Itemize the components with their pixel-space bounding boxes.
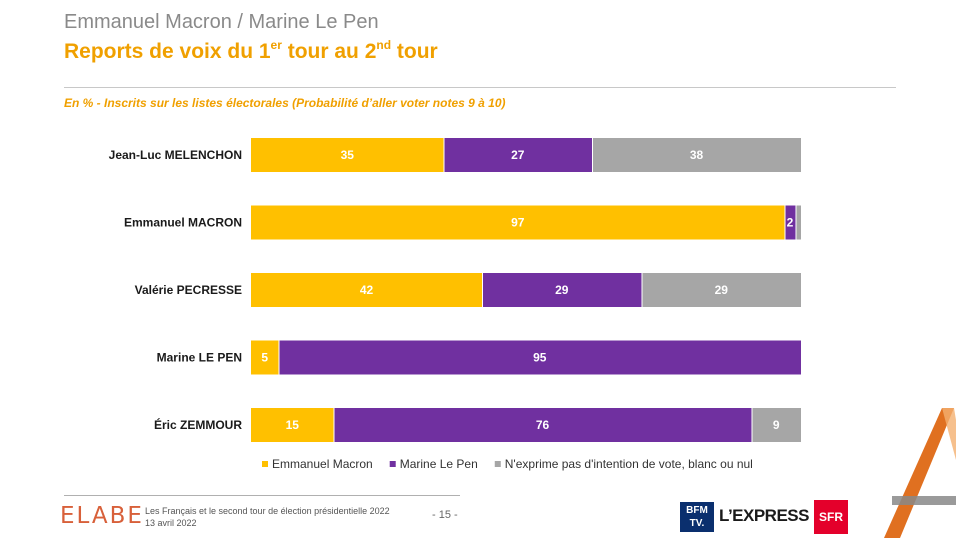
bar-jean-luc-melenchon-emmanuel-macron	[251, 138, 444, 172]
bar-eric-zemmour-marine-le-pen	[334, 408, 752, 442]
legend-swatch-n-exprime-pas-d-intention-de-vote-blanc-ou-nul	[494, 461, 501, 467]
title-superscript-1: er	[270, 38, 282, 52]
category-label-valerie-pecresse: Valérie PECRESSE	[135, 283, 242, 297]
page-title: Reports de voix du 1er tour au 2nd tour	[64, 38, 438, 64]
data-label-jean-luc-melenchon-marine-le-pen: 27	[511, 148, 525, 162]
data-label-eric-zemmour-emmanuel-macron: 15	[286, 418, 300, 432]
bar-emmanuel-macron-emmanuel-macron	[251, 205, 785, 240]
chart-subtitle: En % - Inscrits sur les listes électoral…	[64, 96, 506, 110]
category-label-emmanuel-macron: Emmanuel MACRON	[124, 216, 242, 230]
data-label-eric-zemmour-marine-le-pen: 76	[536, 418, 550, 432]
corner-mark-stroke-right	[942, 408, 956, 460]
footer-caption: Les Français et le second tour de électi…	[145, 505, 390, 529]
data-label-valerie-pecresse-n-exprime-pas-d-intention-de-vote-blanc-ou-nul: 29	[715, 283, 729, 297]
footer-divider	[64, 495, 460, 496]
bar-eric-zemmour-n-exprime-pas-d-intention-de-vote-blanc-ou-nul	[752, 408, 801, 442]
bfmtv-logo-top: BFM	[686, 505, 708, 516]
legend-swatch-marine-le-pen	[389, 461, 396, 467]
corner-mark-stroke-left	[884, 408, 954, 538]
title-superscript-2: nd	[376, 38, 392, 52]
legend-label-marine-le-pen: Marine Le Pen	[400, 457, 478, 471]
bar-valerie-pecresse-emmanuel-macron	[251, 273, 482, 307]
bar-emmanuel-macron-n-exprime-pas-d-intention-de-vote-blanc-ou-nul	[796, 205, 801, 240]
data-label-jean-luc-melenchon-n-exprime-pas-d-intention-de-vote-blanc-ou-nul: 38	[690, 148, 704, 162]
bar-valerie-pecresse-marine-le-pen	[483, 273, 642, 307]
legend-label-n-exprime-pas-d-intention-de-vote-blanc-ou-nul: N'exprime pas d'intention de vote, blanc…	[505, 457, 753, 471]
title-part-2: tour au 2	[281, 40, 377, 63]
bar-marine-le-pen-marine-le-pen	[279, 340, 801, 375]
data-label-marine-le-pen-marine-le-pen: 95	[533, 351, 547, 365]
elabe-logo: ELABE	[60, 503, 144, 529]
sfr-logo: SFR	[814, 500, 848, 534]
data-label-marine-le-pen-emmanuel-macron: 5	[261, 351, 268, 365]
legend-swatch-emmanuel-macron	[262, 461, 268, 467]
supertitle: Emmanuel Macron / Marine Le Pen	[64, 11, 379, 33]
footer-date: 13 avril 2022	[145, 518, 197, 528]
bar-jean-luc-melenchon-marine-le-pen	[444, 138, 592, 172]
footer-study-title: Les Français et le second tour de électi…	[145, 506, 390, 516]
category-label-eric-zemmour: Éric ZEMMOUR	[154, 417, 242, 432]
bar-emmanuel-macron-marine-le-pen	[785, 205, 796, 240]
data-label-valerie-pecresse-emmanuel-macron: 42	[360, 283, 374, 297]
title-part-3: tour	[391, 40, 438, 63]
title-part-1: Reports de voix du 1	[64, 40, 271, 63]
lexpress-logo: L’EXPRESS	[719, 506, 809, 525]
corner-mark-bar	[892, 496, 956, 505]
legend-label-emmanuel-macron: Emmanuel Macron	[272, 457, 373, 471]
bar-valerie-pecresse-n-exprime-pas-d-intention-de-vote-blanc-ou-nul	[642, 273, 801, 307]
data-label-eric-zemmour-n-exprime-pas-d-intention-de-vote-blanc-ou-nul: 9	[773, 418, 780, 432]
bar-marine-le-pen-emmanuel-macron	[251, 340, 279, 375]
data-label-emmanuel-macron-emmanuel-macron: 97	[511, 216, 525, 230]
category-label-jean-luc-melenchon: Jean-Luc MELENCHON	[109, 148, 242, 162]
elabe-corner-mark	[884, 408, 956, 538]
bfmtv-logo: BFM TV.	[680, 502, 714, 532]
category-label-marine-le-pen: Marine LE PEN	[157, 351, 242, 365]
bar-jean-luc-melenchon-n-exprime-pas-d-intention-de-vote-blanc-ou-nul	[593, 138, 801, 172]
data-label-emmanuel-macron-marine-le-pen: 2	[787, 216, 794, 230]
page-number: - 15 -	[432, 509, 458, 521]
bfmtv-logo-bottom: TV.	[689, 518, 705, 529]
data-label-valerie-pecresse-marine-le-pen: 29	[555, 283, 569, 297]
bar-eric-zemmour-emmanuel-macron	[251, 408, 334, 442]
header-divider	[64, 87, 896, 88]
data-label-jean-luc-melenchon-emmanuel-macron: 35	[341, 148, 355, 162]
